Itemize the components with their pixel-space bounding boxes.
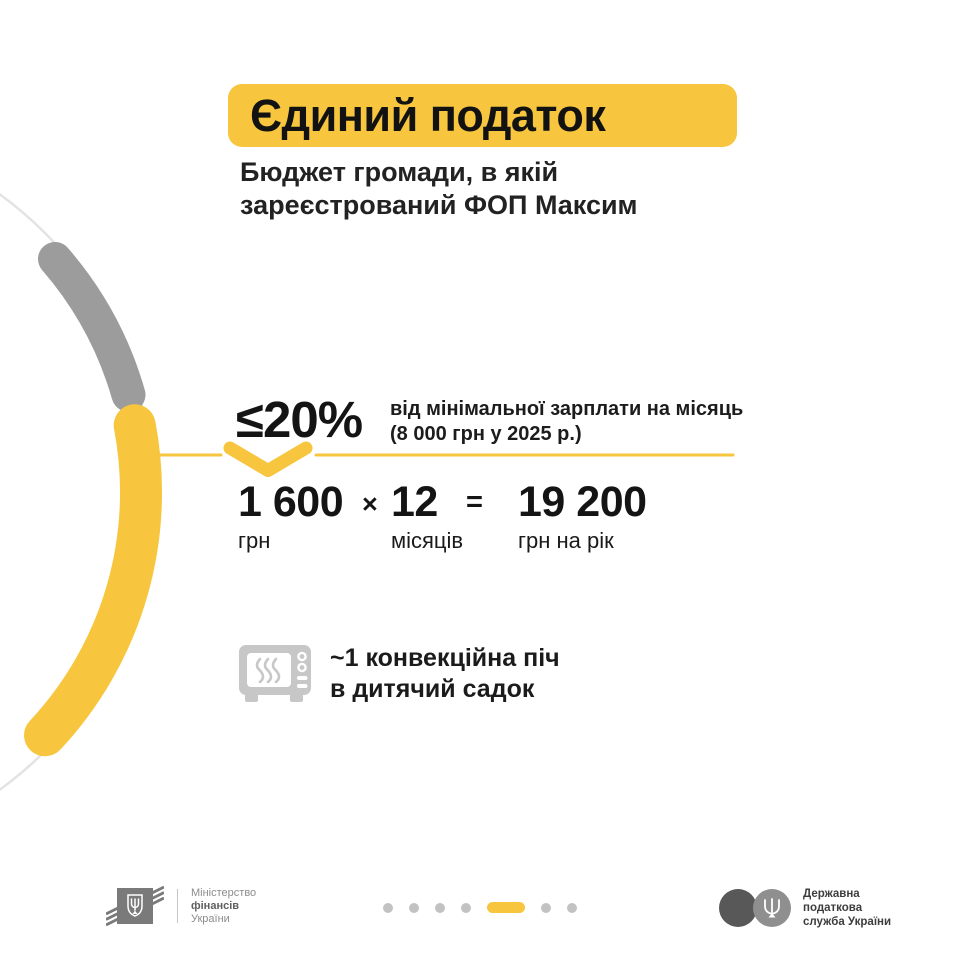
- rate-desc-line-1: від мінімальної зарплати на місяць: [390, 398, 744, 420]
- rate-description: від мінімальної зарплати на місяць (8 00…: [390, 397, 743, 447]
- yellow-arc-segment: [24, 404, 162, 757]
- multiply-sign: ×: [362, 489, 378, 519]
- pagination-active-pill[interactable]: [487, 902, 525, 913]
- ministry-finance-logo-block: Міністерство фінансів України: [106, 884, 256, 928]
- trident-shield-icon: [106, 885, 164, 927]
- calc-months: 12: [391, 478, 438, 526]
- calc-total: 19 200: [518, 478, 647, 526]
- rate-desc-line-2: (8 000 грн у 2025 р.): [390, 423, 582, 445]
- tax-line-3: служба України: [803, 916, 892, 928]
- pagination-dot[interactable]: [541, 902, 551, 913]
- footer-logo-divider: [177, 889, 178, 923]
- calc-amount-unit: грн: [238, 528, 271, 553]
- thin-circle-outline: [0, 193, 154, 791]
- equivalent-line-1: ~1 конвекційна піч: [330, 644, 560, 672]
- page-subtitle: Бюджет громади, в якій зареєстрований ФО…: [240, 156, 638, 222]
- equivalent-text: ~1 конвекційна піч в дитячий садок: [330, 643, 560, 705]
- subtitle-line-1: Бюджет громади, в якій: [240, 157, 559, 187]
- tax-line-2: податкова: [803, 902, 863, 914]
- calc-months-unit: місяців: [391, 528, 464, 553]
- pagination-dot[interactable]: [461, 902, 471, 913]
- subtitle-line-2: зареєстрований ФОП Максим: [240, 190, 638, 220]
- calc-months-group: 12 місяців: [391, 481, 463, 554]
- rate-value: ≤20%: [236, 391, 363, 448]
- convection-oven-icon: [239, 645, 311, 702]
- pagination-dot[interactable]: [435, 902, 445, 913]
- equivalent-line-2: в дитячий садок: [330, 675, 535, 703]
- ministry-line-3: України: [191, 912, 230, 925]
- ministry-line-1: Міністерство: [191, 886, 257, 899]
- chevron-down-icon: [223, 441, 313, 477]
- gray-arc-segment: [38, 242, 146, 412]
- title-badge: Єдиний податок: [228, 84, 737, 147]
- calc-amount-group: 1 600 грн: [238, 478, 344, 554]
- tax-service-logo-block: Державна податкова служба України: [719, 887, 891, 929]
- trident-icon: [719, 889, 791, 927]
- calc-total-group: 19 200 грн на рік: [518, 481, 647, 554]
- ministry-finance-label: Міністерство фінансів України: [191, 887, 256, 926]
- pagination-dot[interactable]: [409, 902, 419, 913]
- tax-line-1: Державна: [803, 888, 860, 900]
- calc-total-unit: грн на рік: [518, 528, 614, 553]
- equals-sign: =: [466, 486, 483, 518]
- pagination-dot[interactable]: [567, 902, 577, 913]
- tax-service-label: Державна податкова служба України: [803, 887, 891, 929]
- calc-amount: 1 600: [238, 478, 344, 526]
- ministry-line-2: фінансів: [191, 899, 240, 912]
- pagination-dot[interactable]: [383, 902, 393, 913]
- page-title: Єдиний податок: [250, 89, 606, 141]
- pagination: [383, 902, 577, 913]
